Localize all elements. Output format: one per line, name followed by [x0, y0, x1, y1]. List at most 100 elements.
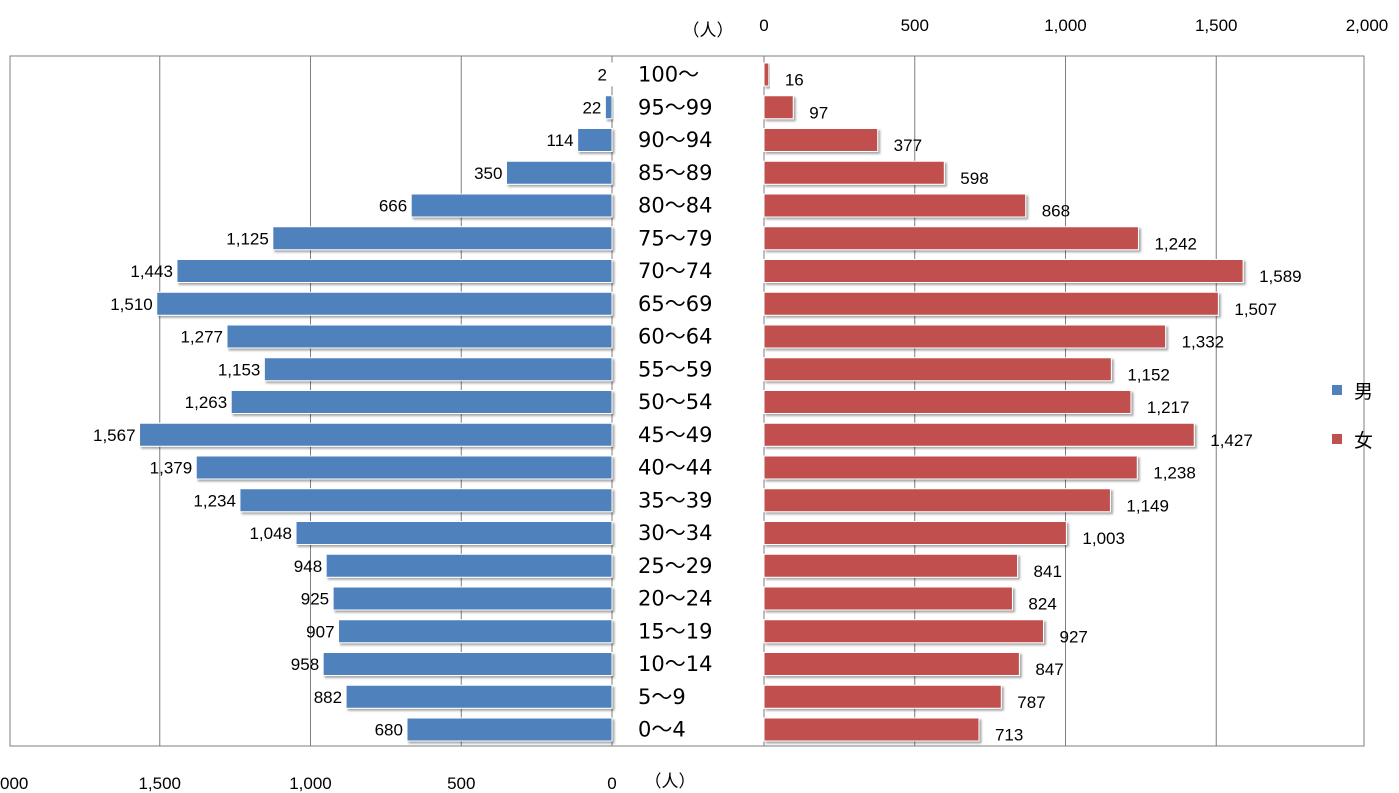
male-value-label: 958 — [291, 655, 319, 674]
male-bar — [230, 390, 613, 414]
female-bar — [763, 717, 980, 742]
male-bars — [139, 62, 613, 742]
male-bar — [577, 128, 613, 152]
age-group-label: 20～24 — [638, 587, 712, 611]
female-value-label: 377 — [894, 136, 922, 155]
female-bar — [763, 357, 1112, 382]
female-bar — [763, 619, 1044, 644]
male-value-labels: 2221143506661,1251,4431,5101,2771,1531,2… — [93, 66, 607, 740]
female-value-label: 598 — [960, 169, 988, 188]
female-value-label: 1,238 — [1153, 464, 1196, 483]
legend-label-female: 女 — [1354, 430, 1373, 452]
male-value-label: 22 — [582, 98, 601, 117]
age-group-label: 45～49 — [638, 423, 712, 447]
male-bar — [322, 652, 613, 676]
female-value-label: 1,589 — [1259, 267, 1302, 286]
male-value-label: 1,379 — [150, 459, 193, 478]
male-bar — [239, 488, 613, 513]
female-value-label: 713 — [995, 726, 1023, 745]
female-bar — [763, 95, 794, 120]
female-bar — [763, 324, 1167, 349]
male-bar — [263, 357, 613, 382]
male-value-label: 1,277 — [180, 328, 223, 347]
female-bar — [763, 684, 1002, 709]
female-bars — [763, 62, 1244, 742]
female-bar — [763, 160, 945, 185]
female-value-label: 1,332 — [1182, 333, 1225, 352]
male-value-label: 1,048 — [249, 524, 292, 543]
bottom-axis-tick-label: 1,000 — [289, 774, 332, 793]
male-bar — [176, 259, 613, 283]
male-value-label: 350 — [474, 164, 502, 183]
male-value-label: 666 — [379, 197, 407, 216]
age-group-label: 5～9 — [638, 685, 686, 709]
female-value-label: 1,427 — [1210, 431, 1253, 450]
male-value-label: 1,263 — [185, 393, 228, 412]
female-bar — [763, 226, 1139, 251]
male-value-label: 2 — [598, 66, 607, 85]
female-bar — [763, 521, 1067, 545]
male-bar — [332, 586, 613, 611]
bottom-axis-tick-label: 0 — [607, 774, 616, 793]
age-group-label: 0～4 — [638, 718, 686, 742]
female-bar — [763, 652, 1020, 676]
age-group-label: 100～ — [638, 63, 699, 87]
male-value-label: 907 — [306, 622, 334, 641]
female-bar — [763, 390, 1132, 414]
age-group-label: 65～69 — [638, 292, 712, 316]
top-axis-tick-label: 1,500 — [1195, 16, 1238, 35]
male-value-label: 948 — [294, 557, 322, 576]
age-group-label: 40～44 — [638, 456, 712, 480]
bottom-unit-label: （人） — [645, 772, 696, 792]
female-bar — [763, 62, 770, 87]
female-bar — [763, 259, 1244, 283]
age-group-label: 25～29 — [638, 554, 712, 578]
female-value-label: 1,003 — [1082, 529, 1125, 548]
female-value-label: 1,242 — [1154, 234, 1197, 253]
age-group-label: 70～74 — [638, 259, 712, 283]
age-group-label: 35～39 — [638, 488, 712, 512]
age-group-label: 95～99 — [638, 95, 712, 119]
age-group-labels: 100～ 95～99 90～94 85～89 80～84 75～79 70～74 65～69 6… — [638, 63, 712, 742]
female-value-label: 868 — [1042, 202, 1070, 221]
bottom-axis-tick-label: 000 — [0, 774, 28, 793]
female-value-label: 1,507 — [1234, 300, 1277, 319]
age-group-label: 50～54 — [638, 390, 712, 414]
legend-swatch-female — [1332, 434, 1342, 444]
age-group-label: 80～84 — [638, 194, 712, 218]
male-bar — [406, 717, 613, 742]
male-value-label: 1,153 — [218, 360, 261, 379]
top-axis-ticks: 0 500 1,000 1,500 2,000 — [759, 16, 1388, 35]
bottom-axis-tick-label: 500 — [447, 774, 475, 793]
age-group-label: 60～64 — [638, 325, 712, 349]
female-bar — [763, 488, 1111, 513]
female-value-label: 824 — [1028, 595, 1056, 614]
top-axis-tick-label: 2,000 — [1346, 16, 1389, 35]
female-value-label: 847 — [1035, 660, 1063, 679]
top-unit-label: （人） — [683, 21, 734, 41]
top-axis-tick-label: 0 — [759, 16, 768, 35]
male-value-label: 1,567 — [93, 426, 136, 445]
male-bar — [195, 455, 613, 480]
female-bar — [763, 455, 1138, 480]
female-bar — [763, 291, 1219, 316]
male-bar — [325, 553, 613, 578]
female-bar — [763, 553, 1019, 578]
female-bar — [763, 586, 1013, 611]
top-axis-tick-label: 1,000 — [1044, 16, 1087, 35]
male-value-label: 1,234 — [193, 491, 236, 510]
male-bar — [139, 422, 613, 447]
female-value-label: 97 — [809, 103, 828, 122]
male-value-label: 680 — [375, 721, 403, 740]
male-value-label: 1,125 — [226, 229, 269, 248]
female-bar — [763, 193, 1027, 218]
female-value-label: 1,152 — [1127, 365, 1170, 384]
female-value-label: 1,149 — [1126, 496, 1169, 515]
legend: 男 女 — [1332, 381, 1373, 452]
age-group-label: 30～34 — [638, 521, 712, 545]
male-bar — [295, 521, 613, 545]
male-bar — [604, 95, 613, 120]
male-value-label: 114 — [547, 131, 574, 150]
male-bar — [156, 291, 613, 316]
